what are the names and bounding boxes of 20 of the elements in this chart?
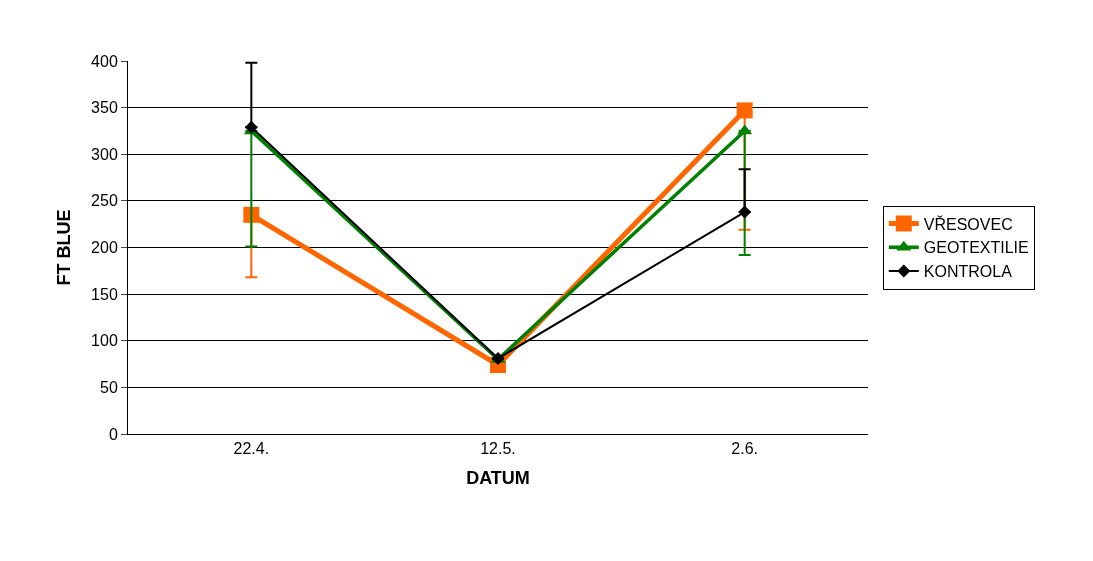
y-tick-label: 100 (91, 332, 118, 350)
point (244, 120, 258, 134)
y-tick-label: 200 (91, 239, 118, 257)
x-tick-label: 12.5. (480, 440, 516, 458)
y-tick-label: 250 (91, 192, 118, 210)
x-axis-title: DATUM (466, 468, 530, 489)
y-tick-label: 150 (91, 285, 118, 303)
x-tick-label: 2.6. (731, 440, 759, 458)
y-tick-label: 0 (108, 425, 118, 443)
point (736, 102, 753, 119)
legend-label: GEOTEXTILIE (923, 239, 1029, 257)
legend-label: VŘESOVEC (923, 214, 1013, 233)
y-tick-label: 400 (91, 52, 118, 70)
y-tick-label: 50 (100, 378, 118, 396)
legend-label: KONTROLA (923, 263, 1013, 281)
point (738, 205, 752, 219)
y-tick-label: 300 (91, 145, 118, 163)
y-tick-label: 350 (91, 99, 118, 117)
x-tick-label: 22.4. (233, 440, 270, 458)
y-axis-title: FT BLUE (54, 209, 75, 286)
